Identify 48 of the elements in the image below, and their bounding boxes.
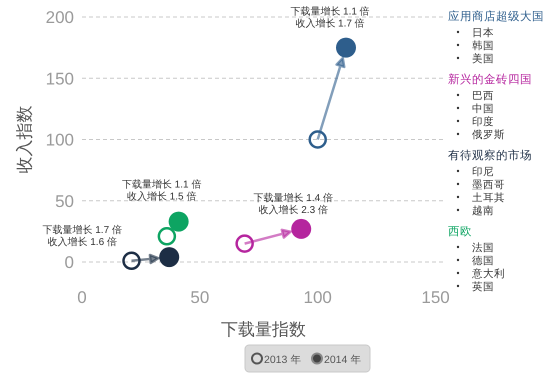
text: 墨西哥 bbox=[472, 179, 505, 191]
x-axis-title: 下载量指数 bbox=[221, 320, 306, 339]
point bbox=[308, 130, 327, 149]
x-tick-label: 150 bbox=[421, 288, 450, 307]
text: 巴西 bbox=[472, 90, 494, 102]
text: 韩国 bbox=[472, 39, 494, 52]
annotation: 收入增长 1.6 倍 bbox=[47, 236, 117, 248]
text: 法国 bbox=[472, 241, 494, 254]
point bbox=[291, 218, 312, 239]
text: 西欧 bbox=[448, 225, 472, 238]
y-tick-label: 100 bbox=[46, 130, 74, 150]
x-tick-label: 0 bbox=[77, 288, 87, 307]
text: 意大利 bbox=[471, 267, 505, 280]
text: 土耳其 bbox=[472, 191, 505, 204]
y-tick-label: 200 bbox=[46, 8, 74, 27]
text: 中国 bbox=[472, 102, 494, 115]
annotation: 收入增长 1.7 倍 bbox=[295, 18, 365, 30]
annotation: 收入增长 1.5 倍 bbox=[126, 190, 196, 203]
text: 新兴的金砖四国 bbox=[448, 72, 532, 86]
y-tick-label: 50 bbox=[55, 192, 74, 211]
point bbox=[158, 227, 176, 246]
point bbox=[235, 234, 254, 253]
y-tick-label: 0 bbox=[64, 253, 74, 272]
text: 印尼 bbox=[472, 165, 494, 178]
text: 2014 年 bbox=[324, 354, 362, 366]
text: 日本 bbox=[472, 26, 494, 39]
text: 2013 年 bbox=[264, 354, 302, 366]
point bbox=[122, 252, 141, 270]
text: 应用商店超级大国 bbox=[448, 9, 544, 23]
annotation: 下载量增长 1.7 倍 bbox=[42, 224, 122, 236]
annotation: 收入增长 2.3 倍 bbox=[258, 204, 328, 216]
point bbox=[336, 38, 356, 58]
text: 俄罗斯 bbox=[472, 128, 505, 141]
text: 有待观察的市场 bbox=[448, 148, 532, 162]
y-axis-title: 收入指数 bbox=[15, 106, 34, 174]
text: 印度 bbox=[472, 115, 494, 128]
annotation: 下载量增长 1.1 倍 bbox=[122, 178, 202, 191]
x-tick-label: 50 bbox=[190, 288, 210, 307]
point bbox=[168, 212, 189, 232]
annotation: 下载量增长 1.1 倍 bbox=[290, 6, 370, 18]
text: 英国 bbox=[472, 280, 494, 293]
point bbox=[159, 247, 180, 268]
annotation: 下载量增长 1.4 倍 bbox=[253, 192, 333, 204]
text: 美国 bbox=[472, 52, 494, 65]
y-tick-label: 150 bbox=[46, 69, 74, 88]
text: 越南 bbox=[472, 204, 494, 217]
text: 德国 bbox=[472, 255, 494, 267]
x-tick-label: 100 bbox=[304, 288, 332, 307]
